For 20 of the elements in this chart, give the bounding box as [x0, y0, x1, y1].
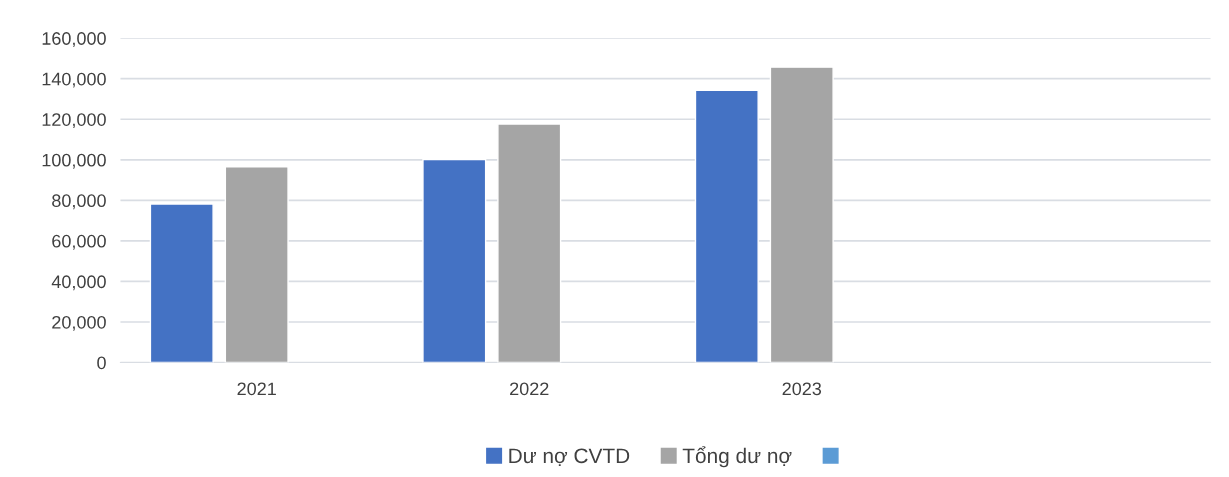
bar	[224, 165, 289, 363]
bar	[149, 203, 214, 363]
y-tick-label: 20,000	[52, 315, 106, 331]
legend-label: Dư nợ CVTD	[509, 448, 630, 467]
legend-label: Tổng dư nợ	[682, 446, 792, 468]
y-tick-label: 0	[97, 356, 106, 370]
y-tick-label: 120,000	[42, 113, 106, 129]
y-tick-label: 160,000	[42, 32, 106, 48]
y-tick-label: 140,000	[42, 72, 106, 88]
y-tick-label: 80,000	[52, 194, 106, 210]
y-tick-label: 100,000	[42, 153, 106, 169]
x-tick-label: 2022	[510, 382, 549, 396]
bar	[497, 123, 562, 363]
x-tick-label: 2021	[237, 382, 276, 396]
y-tick-label: 60,000	[52, 234, 106, 250]
y-tick-label: 40,000	[51, 275, 106, 291]
bar	[422, 158, 487, 363]
bar	[769, 66, 834, 363]
bar	[694, 89, 759, 363]
x-tick-label: 2023	[782, 382, 822, 396]
